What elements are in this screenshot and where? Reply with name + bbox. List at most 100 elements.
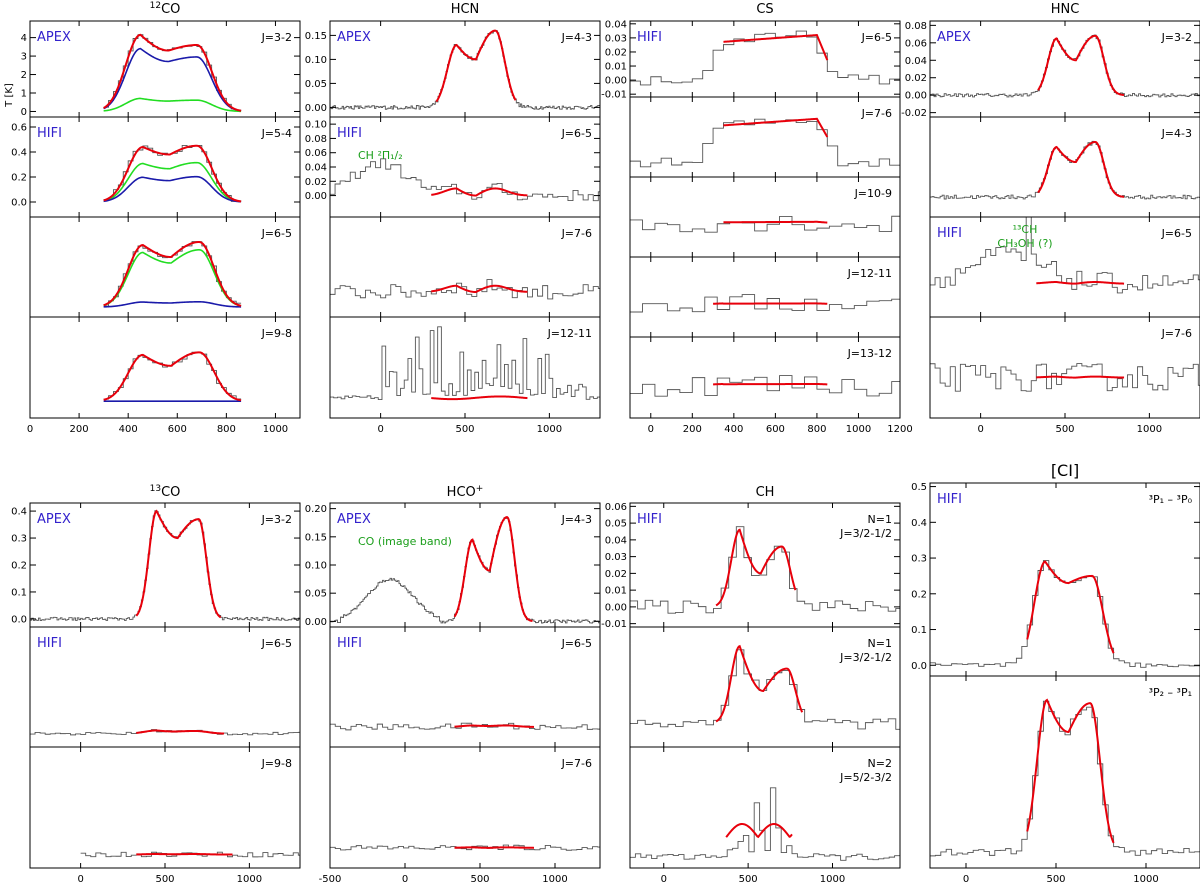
panel: J=9-8 [29, 316, 301, 419]
chart-title: HCO+ [447, 484, 484, 500]
y-tick-label: 0.0 [11, 614, 27, 625]
line-note: CH₃OH (?) [997, 237, 1052, 250]
panel-frame [929, 675, 1200, 869]
y-tick-label: 0.1 [911, 625, 927, 636]
panel-frame [629, 746, 901, 869]
chart-4: HNC -0.02 0.00 0.02 0.04 0.06 0.08 APEX J=3-2 J=4… [901, 2, 1200, 435]
instrument-tag: APEX [337, 30, 371, 45]
fit-line [435, 29, 517, 103]
y-tick-label: 0.02 [605, 569, 627, 580]
y-tick-label: 0.15 [305, 31, 327, 42]
x-tick-label: 1000 [820, 874, 845, 883]
x-tick-label: 1000 [237, 874, 262, 883]
instrument-tag: HIFI [637, 30, 662, 45]
x-tick-label: 500 [739, 874, 758, 883]
transition-label: J=6-5 [1161, 227, 1192, 240]
y-tick-label: 0.02 [605, 47, 627, 58]
model-component-line [103, 175, 242, 203]
line-note: CH ²Π₁/₂ [358, 149, 403, 162]
x-tick-label: 500 [470, 874, 489, 883]
panel: J=7-6 [929, 316, 1200, 419]
transition-label: J=3-2 [261, 31, 292, 44]
chart-title: CH [756, 485, 775, 500]
fit-line [1036, 375, 1125, 379]
y-tick-label: 0.06 [605, 502, 627, 513]
y-tick-label: -0.01 [601, 90, 627, 101]
panel: J=9-8 [29, 746, 301, 869]
transition-label: J=3/2-1/2 [839, 651, 892, 664]
y-tick-label: 0.4 [11, 148, 27, 159]
panel: 0.00 0.02 0.04 0.06 0.08 0.10 HIFI J=6-5 CH ²Π₁/… [305, 116, 601, 218]
observed-spectrum [630, 526, 900, 614]
panel-frame [329, 746, 601, 869]
panel-frame [29, 216, 301, 318]
x-tick-label: 0 [402, 874, 408, 883]
y-tick-label: 0.1 [11, 587, 27, 598]
panel: J=10-9 [629, 176, 901, 258]
x-tick-label: 0 [77, 874, 83, 883]
panel: -0.01 0.00 0.01 0.02 0.03 0.04 HIFI J=6-5 [601, 19, 901, 101]
chart-7: CH -0.01 0.00 0.01 0.02 0.03 0.04 0.05 0.06 HIFI N… [601, 485, 901, 883]
panel: N=2J=5/2-3/2 [629, 746, 901, 869]
panel: 0.0 0.2 0.4 0.6 HIFI J=5-4 [11, 116, 301, 218]
transition-label: J=6-5 [861, 31, 892, 44]
fit-line [715, 644, 804, 723]
instrument-tag: HIFI [337, 636, 362, 651]
y-tick-label: 0.03 [605, 552, 627, 563]
fit-line [723, 220, 828, 224]
fit-line [723, 117, 829, 138]
y-tick-label: 0.5 [911, 482, 927, 493]
y-tick-label: 0.10 [305, 561, 327, 572]
model-component-line [103, 300, 242, 308]
fit-line [103, 351, 242, 402]
y-tick-label: 0.10 [305, 120, 327, 131]
transition-label: J=5-4 [261, 127, 292, 140]
fit-line [1026, 698, 1115, 844]
x-tick-label: 600 [766, 424, 785, 435]
y-tick-label: -0.02 [901, 108, 927, 119]
x-tick-label: 1000 [1137, 424, 1162, 435]
panel: J=7-6 [329, 216, 601, 318]
transition-label: J=7-6 [561, 757, 592, 770]
y-tick-label: 0.10 [305, 55, 327, 66]
panel: J=7-6 [629, 96, 901, 178]
fit-line [454, 846, 535, 849]
observed-spectrum [930, 140, 1200, 200]
x-tick-label: -500 [319, 874, 342, 883]
y-tick-label: 4 [21, 33, 27, 44]
y-tick-label: 2 [21, 70, 27, 81]
panel: J=4-3 [929, 116, 1200, 218]
fit-line [454, 724, 535, 728]
model-component-line [103, 161, 242, 203]
transition-label: ³P₂ – ³P₁ [1149, 686, 1192, 699]
observed-spectrum [103, 241, 242, 307]
observed-spectrum [330, 326, 600, 400]
observed-spectrum [930, 560, 1200, 668]
transition-label: N=1 [868, 513, 892, 526]
panel: HIFI J=6-5 [329, 626, 601, 748]
x-tick-label: 200 [683, 424, 702, 435]
x-tick-label: 0 [661, 874, 667, 883]
panel: J=7-6 [329, 746, 601, 869]
panel: -0.02 0.00 0.02 0.04 0.06 0.08 APEX J=3-2 [901, 20, 1200, 119]
panel: ³P₂ – ³P₁ [929, 675, 1200, 869]
fit-line [1036, 280, 1125, 285]
y-tick-label: 1 [21, 89, 27, 100]
instrument-tag: HIFI [37, 636, 62, 651]
x-tick-label: 800 [807, 424, 826, 435]
x-tick-label: 500 [1055, 424, 1074, 435]
instrument-tag: HIFI [637, 512, 662, 527]
transition-label: J=13-12 [847, 347, 892, 360]
transition-label: N=2 [868, 757, 892, 770]
fit-line [1026, 560, 1115, 654]
y-tick-label: 0.04 [605, 19, 627, 30]
instrument-tag: HIFI [37, 126, 62, 141]
x-tick-label: 0 [648, 424, 654, 435]
transition-label: J=6-5 [261, 227, 292, 240]
observed-spectrum [930, 700, 1200, 857]
y-tick-label: 0.03 [605, 33, 627, 44]
fit-line [715, 528, 797, 607]
x-tick-label: 1000 [537, 424, 562, 435]
y-tick-label: 0.2 [11, 173, 27, 184]
